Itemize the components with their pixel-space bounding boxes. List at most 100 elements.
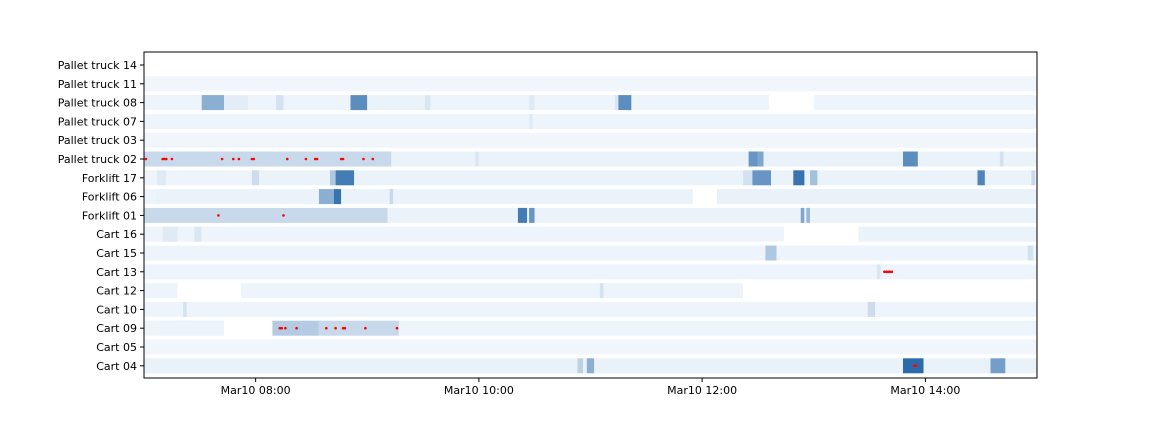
activity-segment (867, 301, 876, 317)
activity-segment (335, 170, 355, 186)
event-marker (278, 326, 282, 330)
activity-segment (248, 95, 277, 111)
activity-segment (793, 170, 805, 186)
y-tick-label: Forklift 17 (82, 172, 137, 185)
activity-segment (806, 207, 810, 223)
y-tick-label: Forklift 06 (82, 191, 137, 204)
activity-segment (977, 170, 985, 186)
activity-segment (527, 207, 530, 223)
activity-segment (1005, 358, 1037, 374)
activity-segment (594, 358, 903, 374)
activity-segment (1027, 245, 1034, 261)
activity-segment (529, 95, 535, 111)
activity-segment (984, 170, 1032, 186)
activity-segment (517, 207, 528, 223)
y-axis: Pallet truck 14 Pallet truck 11 Pallet tru… (58, 59, 144, 373)
activity-segment (917, 151, 1000, 167)
activity-segment (923, 358, 991, 374)
activity-segment (614, 95, 619, 111)
activity-segment (999, 151, 1004, 167)
activity-segment (618, 95, 632, 111)
event-marker (395, 326, 399, 330)
event-marker (371, 157, 375, 161)
event-marker (362, 157, 365, 161)
y-tick-label: Pallet truck 02 (58, 153, 137, 166)
activity-segment (393, 189, 693, 205)
activity-segment (158, 320, 224, 336)
event-marker (315, 157, 319, 161)
activity-segment (603, 283, 743, 299)
activity-segment (771, 170, 794, 186)
activity-segment (177, 226, 195, 242)
y-tick-label: Cart 05 (96, 341, 137, 354)
y-tick-label: Cart 04 (96, 360, 137, 373)
event-marker (341, 326, 345, 330)
activity-segment (757, 151, 764, 167)
activity-segment (532, 113, 1037, 129)
activity-segment (804, 207, 807, 223)
activity-segment (333, 189, 342, 205)
activity-segment (144, 264, 877, 280)
event-marker (313, 157, 317, 161)
activity-segment (144, 132, 1037, 148)
activity-segment (748, 151, 758, 167)
event-marker (165, 157, 168, 161)
event-marker (163, 157, 166, 161)
activity-segment (144, 151, 392, 167)
activity-segment (144, 226, 163, 242)
event-markers (144, 157, 918, 368)
event-marker (883, 270, 886, 274)
activity-segment (144, 95, 202, 111)
y-tick-label: Cart 09 (96, 322, 137, 335)
activity-segment (162, 226, 178, 242)
activity-segment (424, 95, 431, 111)
activity-segment (1003, 151, 1037, 167)
activity-segment (577, 358, 584, 374)
activity-segment (350, 95, 368, 111)
activity-segment (765, 245, 777, 261)
activity-segment (631, 95, 770, 111)
event-marker (220, 157, 224, 161)
event-marker (914, 364, 918, 368)
activity-segment (157, 170, 167, 186)
activity-segment (224, 95, 249, 111)
event-marker (250, 157, 254, 161)
activity-segment (800, 207, 805, 223)
activity-segment (144, 113, 530, 129)
x-tick-label: Mar10 10:00 (444, 384, 514, 397)
activity-segment (763, 151, 903, 167)
event-marker (325, 326, 328, 330)
activity-segment (166, 170, 252, 186)
activity-segment (776, 245, 1028, 261)
event-marker (161, 157, 164, 161)
activity-segment (367, 95, 425, 111)
event-marker (295, 326, 298, 330)
activity-segments (144, 76, 1038, 374)
event-marker (343, 326, 347, 330)
activity-segment (810, 170, 818, 186)
activity-segment (144, 339, 1037, 355)
event-marker (339, 157, 343, 161)
activity-segment (183, 301, 187, 317)
activity-segment (478, 151, 749, 167)
activity-segment (201, 226, 784, 242)
activity-segment (354, 170, 743, 186)
y-tick-label: Cart 16 (96, 228, 137, 241)
activity-segment (398, 320, 1037, 336)
activity-segment (318, 320, 399, 336)
event-marker (282, 214, 285, 217)
event-marker (232, 157, 235, 161)
y-tick-label: Forklift 01 (82, 209, 137, 222)
event-marker (280, 326, 284, 330)
activity-segment (430, 95, 530, 111)
activity-segment (743, 170, 753, 186)
x-tick-label: Mar10 12:00 (667, 384, 737, 397)
activity-segment (186, 301, 868, 317)
activity-segment (880, 264, 1037, 280)
event-marker (890, 270, 894, 274)
y-tick-label: Cart 10 (96, 303, 137, 316)
activity-segment (877, 264, 881, 280)
activity-segment (813, 95, 1038, 111)
activity-segment (155, 189, 319, 205)
